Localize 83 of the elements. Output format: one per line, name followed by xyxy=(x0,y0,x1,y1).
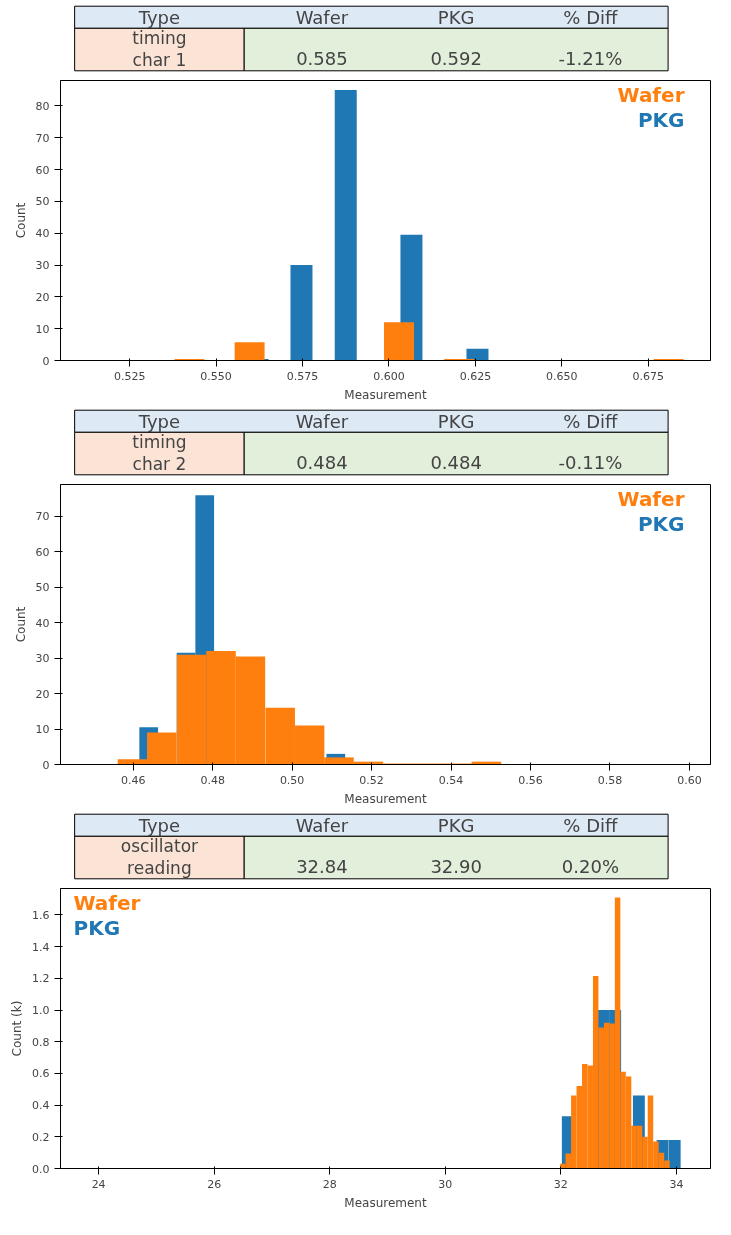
y-tick-label: 0.8 xyxy=(32,1035,50,1049)
x-axis-title: Measurement xyxy=(344,791,427,806)
text: PKG xyxy=(437,6,475,28)
text: oscillator reading xyxy=(120,836,199,879)
y-tick-label: 0.0 xyxy=(32,1162,50,1176)
x-tick-label: 0.675 xyxy=(632,369,665,383)
x-tick-label: 28 xyxy=(322,1177,337,1191)
x-tick-label: 0.52 xyxy=(359,773,384,787)
y-axis-title: Count xyxy=(13,606,28,643)
x-tick-label: 0.48 xyxy=(200,773,225,787)
text: 0.484 xyxy=(296,452,348,474)
text: 32.90 xyxy=(430,856,482,878)
x-tick-label: 0.550 xyxy=(200,369,232,383)
x-tick-label: 26 xyxy=(207,1177,222,1191)
x-tick-label: 0.56 xyxy=(518,773,543,787)
text: 0.484 xyxy=(430,452,482,474)
y-tick-label: 60 xyxy=(35,163,50,177)
x-tick-label: 30 xyxy=(438,1177,453,1191)
text: PKG xyxy=(637,511,685,536)
text: % Diff xyxy=(563,410,619,432)
text: -0.11% xyxy=(558,452,623,474)
y-tick-label: 0.2 xyxy=(32,1130,50,1144)
y-axis-title: Count (k) xyxy=(10,1000,25,1057)
y-tick-label: 1.0 xyxy=(32,1004,50,1018)
y-tick-label: 60 xyxy=(35,545,50,559)
x-axis-title: Measurement xyxy=(344,387,427,402)
y-tick-label: 20 xyxy=(35,290,50,304)
text: Wafer xyxy=(295,410,349,432)
x-tick-label: 0.575 xyxy=(286,369,319,383)
y-tick-label: 1.6 xyxy=(32,908,50,922)
text: Wafer xyxy=(295,6,349,28)
x-tick-label: 0.600 xyxy=(373,369,405,383)
text: Type xyxy=(137,814,181,836)
x-tick-label: 0.525 xyxy=(113,369,146,383)
y-tick-label: 40 xyxy=(35,616,50,630)
text: timing char 2 xyxy=(132,432,187,475)
y-tick-label: 50 xyxy=(35,581,50,595)
text: PKG xyxy=(73,915,121,940)
y-tick-label: 0 xyxy=(42,758,50,772)
y-tick-label: 80 xyxy=(35,99,50,113)
text: PKG xyxy=(437,814,475,836)
text: Wafer xyxy=(73,890,141,915)
y-tick-label: 30 xyxy=(35,652,50,666)
x-axis-title: Measurement xyxy=(344,1195,427,1210)
y-tick-label: 10 xyxy=(35,723,50,737)
y-tick-label: 70 xyxy=(35,131,50,145)
x-tick-label: 0.46 xyxy=(120,773,146,787)
x-tick-label: 0.58 xyxy=(597,773,623,787)
text: 0.592 xyxy=(430,48,482,70)
y-axis-title: Count xyxy=(13,202,28,239)
text: Wafer xyxy=(617,82,685,107)
text: timing char 1 xyxy=(132,28,187,71)
x-tick-label: 0.650 xyxy=(546,369,578,383)
y-tick-label: 20 xyxy=(35,687,50,701)
text: -1.21% xyxy=(558,48,623,70)
text: PKG xyxy=(437,410,475,432)
text: % Diff xyxy=(563,814,619,836)
y-tick-label: 0.6 xyxy=(32,1067,50,1081)
y-tick-label: 0.4 xyxy=(32,1099,50,1113)
y-tick-label: 70 xyxy=(35,510,50,524)
text: % Diff xyxy=(563,6,619,28)
text: 32.84 xyxy=(296,856,348,878)
y-tick-label: 50 xyxy=(35,195,50,209)
x-tick-label: 0.50 xyxy=(279,773,305,787)
x-tick-label: 0.625 xyxy=(459,369,492,383)
text: Type xyxy=(137,410,181,432)
x-tick-label: 34 xyxy=(669,1177,684,1191)
x-tick-label: 0.54 xyxy=(438,773,464,787)
y-tick-label: 30 xyxy=(35,259,50,273)
text: Wafer xyxy=(617,486,685,511)
text: PKG xyxy=(637,107,685,132)
y-tick-label: 1.4 xyxy=(32,940,50,954)
y-tick-label: 10 xyxy=(35,322,50,336)
text: Wafer xyxy=(295,814,349,836)
y-tick-label: 40 xyxy=(35,227,50,241)
x-tick-label: 32 xyxy=(553,1177,568,1191)
x-tick-label: 24 xyxy=(91,1177,106,1191)
y-tick-label: 0 xyxy=(42,354,50,368)
text: 0.20% xyxy=(561,856,619,878)
text: 0.585 xyxy=(296,48,348,70)
x-tick-label: 0.60 xyxy=(677,773,702,787)
text: Type xyxy=(137,6,181,28)
y-tick-label: 1.2 xyxy=(32,972,50,986)
